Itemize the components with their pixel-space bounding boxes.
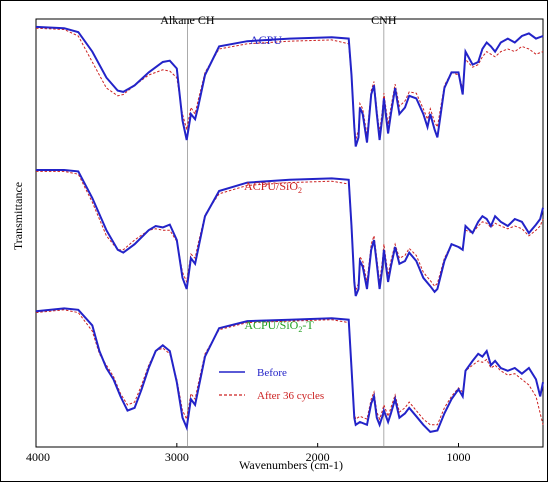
x-axis-ticks: 4000 3000 2000 1000 [26, 443, 471, 464]
panel-label-acpu: ACPU [250, 33, 282, 47]
spectrum-0-before [35, 25, 544, 147]
annotation-alkane-ch: Alkane CH [160, 13, 215, 27]
x-tick-label-2000: 2000 [306, 450, 330, 464]
legend-label-before: Before [257, 367, 287, 379]
annotation-cnh: CNH [371, 13, 397, 27]
y-axis-title: Transmittance [11, 182, 25, 250]
x-tick-label-1000: 1000 [447, 450, 471, 464]
x-tick-label-3000: 3000 [165, 450, 189, 464]
spectrum-2-after [35, 309, 544, 426]
annotation-guides [187, 19, 385, 447]
legend-label-after: After 36 cycles [257, 390, 324, 402]
panel-label-acpu-sio2: ACPU/SiO2 [244, 179, 302, 195]
panel-label-acpu-sio2-t: ACPU/SiO2-T [244, 318, 314, 334]
x-tick-label-4000: 4000 [26, 450, 50, 464]
spectrum-1-before [36, 169, 544, 297]
spectra-curves [35, 25, 544, 433]
spectrum-2-before [35, 307, 544, 433]
legend: Before After 36 cycles [219, 367, 324, 402]
x-axis-title: Wavenumbers (cm-1) [239, 458, 343, 472]
